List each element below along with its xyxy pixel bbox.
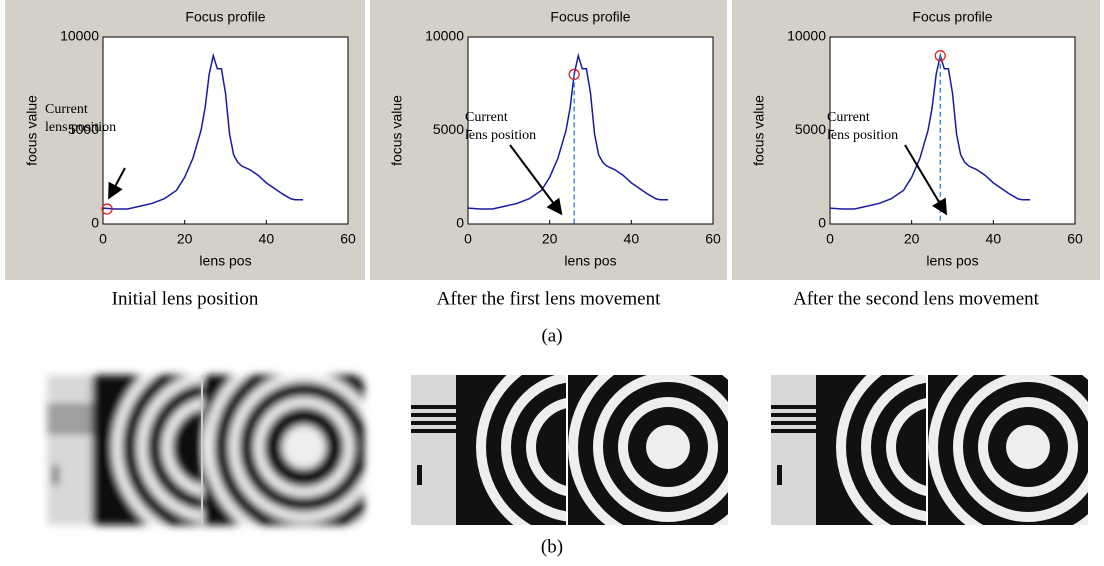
caption: Initial lens position [112, 288, 259, 309]
photo-pair [411, 352, 763, 542]
chart: Focus profile lens pos focus value 0 20 40 60 0… [370, 0, 727, 280]
x-tick-label: 40 [259, 231, 275, 247]
annotation-arrow [904, 144, 948, 216]
x-tick-label: 20 [904, 231, 920, 247]
y-tick-label: 0 [91, 215, 99, 231]
x-tick-label: 60 [705, 231, 721, 247]
x-tick-label: 40 [624, 231, 640, 247]
y-axis-label: focus value [389, 95, 405, 166]
annotation-arrow [108, 167, 126, 200]
x-tick-label: 0 [99, 231, 107, 247]
y-axis-label: focus value [24, 95, 40, 166]
annotation: lens position [465, 128, 536, 143]
plot-area [467, 36, 714, 225]
annotation: Current [45, 102, 88, 117]
annotation: Current [465, 110, 508, 125]
panel-label: (b) [541, 536, 563, 557]
annotation: lens position [45, 120, 116, 135]
photo-pair [771, 352, 1104, 542]
x-tick-label: 20 [177, 231, 193, 247]
chart-title: Focus profile [912, 9, 992, 25]
y-tick-label: 0 [818, 215, 826, 231]
y-tick-label: 5000 [68, 121, 99, 137]
caption: After the first lens movement [437, 288, 661, 309]
chart: Focus profile lens pos focus value 0 20 40 60 0… [732, 0, 1100, 280]
chart-title: Focus profile [185, 9, 265, 25]
line [102, 52, 304, 210]
photo-pair [47, 352, 399, 542]
caption: After the second lens movement [793, 288, 1040, 309]
annotation: lens position [827, 128, 898, 143]
x-axis-label: lens pos [926, 253, 978, 269]
annotation-arrow [509, 144, 563, 216]
y-tick-label: 0 [456, 215, 464, 231]
y-tick-label: 5000 [433, 121, 464, 137]
x-tick-label: 0 [826, 231, 834, 247]
marker [934, 50, 946, 62]
x-axis-label: lens pos [199, 253, 251, 269]
panel-label: (a) [541, 325, 562, 346]
x-tick-label: 60 [1067, 231, 1083, 247]
marker [568, 68, 580, 81]
x-tick-label: 60 [340, 231, 356, 247]
x-tick-label: 0 [464, 231, 472, 247]
plot-area [829, 36, 1076, 225]
chart: Focus profile lens pos focus value 0 20 40 60 0… [5, 0, 365, 280]
plot-area [102, 36, 349, 225]
y-tick-label: 5000 [795, 121, 826, 137]
x-tick-label: 40 [986, 231, 1002, 247]
y-tick-label: 10000 [60, 28, 99, 44]
x-axis-label: lens pos [564, 253, 616, 269]
annotation: Current [827, 110, 870, 125]
y-axis-label: focus value [751, 95, 767, 166]
chart-title: Focus profile [550, 9, 630, 25]
line [467, 52, 669, 210]
line [829, 52, 1031, 210]
marker [101, 203, 113, 215]
y-tick-label: 10000 [425, 28, 464, 44]
y-tick-label: 10000 [787, 28, 826, 44]
x-tick-label: 20 [542, 231, 558, 247]
photo-divider [201, 375, 203, 525]
